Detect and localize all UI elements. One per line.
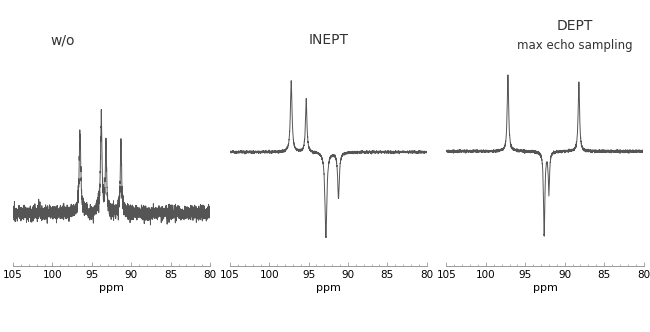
X-axis label: ppm: ppm (99, 283, 124, 292)
X-axis label: ppm: ppm (532, 283, 558, 292)
Text: DEPT: DEPT (556, 19, 593, 33)
Text: INEPT: INEPT (308, 34, 348, 47)
Text: w/o: w/o (50, 34, 75, 47)
Text: max echo sampling: max echo sampling (517, 39, 632, 51)
X-axis label: ppm: ppm (316, 283, 341, 292)
